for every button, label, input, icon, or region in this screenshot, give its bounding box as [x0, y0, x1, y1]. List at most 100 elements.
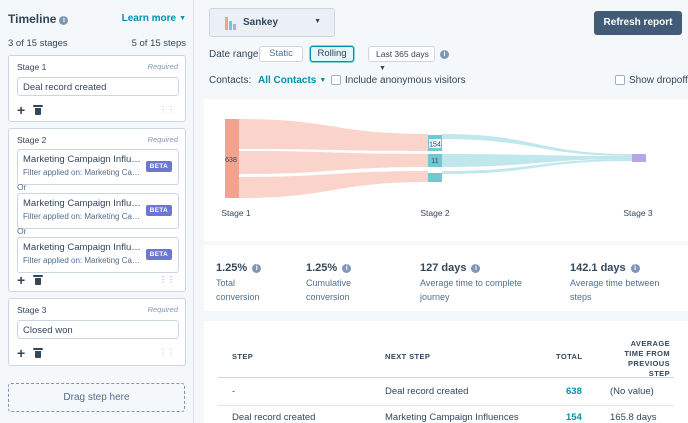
metric-description: Cumulative conversion	[306, 278, 352, 302]
stage-3-card: Stage 3 Required Closed won + ⋮⋮	[8, 298, 186, 366]
sankey-chart-panel: 638 154 11 Stage 1 Stage 2 Stage 3	[204, 99, 688, 241]
sankey-flow	[239, 171, 428, 198]
trash-icon[interactable]	[33, 348, 43, 358]
stage-count: 3 of 15 stages	[8, 38, 68, 49]
stage-1-step-field[interactable]: Deal record created	[17, 77, 179, 96]
stage-1-card: Stage 1 Required Deal record created + ⋮…	[8, 55, 186, 122]
sankey-node-stage-3	[632, 154, 646, 162]
contacts-label: Contacts:	[209, 75, 252, 86]
info-icon[interactable]: i	[471, 264, 481, 273]
required-label: Required	[147, 305, 178, 314]
header-divider	[218, 377, 674, 378]
anonymous-visitors-checkbox[interactable]	[331, 75, 341, 85]
stage-2-filter-3[interactable]: Marketing Campaign Influen... Filter app…	[17, 237, 179, 273]
column-header-next-step[interactable]: NEXT STEP	[385, 352, 431, 361]
filter-subtitle: Filter applied on: Marketing Camp...	[23, 256, 141, 265]
stage-2-filter-2[interactable]: Marketing Campaign Influen... Filter app…	[17, 193, 179, 229]
chevron-down-icon: ▼	[179, 15, 186, 22]
stage-actions: + ⋮⋮	[17, 345, 179, 361]
sankey-chart: 638 154 11 Stage 1 Stage 2 Stage 3	[221, 119, 653, 218]
static-toggle[interactable]: Static	[259, 46, 303, 62]
timeline-sidebar: Timeline i Learn more ▼ 3 of 15 stages 5 o…	[0, 0, 194, 423]
sankey-flow	[239, 151, 428, 174]
info-icon[interactable]: i	[630, 264, 640, 273]
info-icon[interactable]: i	[59, 16, 69, 25]
column-header-total[interactable]: TOTAL	[556, 352, 583, 361]
filter-title: Marketing Campaign Influen...	[23, 154, 141, 165]
sankey-flow	[442, 159, 632, 174]
drag-handle-icon[interactable]: ⋮⋮	[159, 105, 175, 114]
cell-avg-time: 165.8 days	[610, 412, 657, 423]
date-range-label: Date range:	[209, 49, 262, 60]
metric-description: Total conversion	[216, 278, 260, 302]
filter-subtitle: Filter applied on: Marketing Camp...	[23, 168, 141, 177]
add-step-icon[interactable]: +	[17, 345, 26, 361]
chevron-down-icon: ▼	[379, 65, 386, 72]
required-label: Required	[147, 62, 178, 71]
info-icon[interactable]: i	[252, 264, 262, 273]
drag-handle-icon[interactable]: ⋮⋮	[159, 348, 175, 357]
cell-avg-time: (No value)	[610, 386, 654, 397]
filter-title: Marketing Campaign Influen...	[23, 242, 141, 253]
add-step-icon[interactable]: +	[17, 272, 26, 288]
cell-step: -	[232, 386, 236, 397]
or-label: Or	[17, 182, 27, 192]
sankey-value-label: 638	[225, 157, 237, 164]
sankey-flow	[442, 134, 632, 156]
column-header-step[interactable]: STEP	[232, 352, 254, 361]
sankey-stage-label: Stage 1	[221, 208, 251, 218]
step-count: 5 of 15 steps	[131, 38, 186, 49]
bar-chart-icon	[225, 17, 237, 30]
stage-3-step-field[interactable]: Closed won	[17, 320, 179, 339]
trash-icon[interactable]	[33, 275, 43, 285]
sankey-value-label: 11	[431, 158, 438, 165]
chevron-down-icon: ▼	[319, 77, 327, 84]
anonymous-visitors-label: Include anonymous visitors	[345, 75, 466, 86]
timeline-title: Timeline i	[8, 12, 69, 26]
sankey-value-label: 154	[429, 142, 441, 149]
step-counts: 3 of 15 stages 5 of 15 steps	[8, 38, 186, 49]
sankey-stage-label: Stage 2	[420, 208, 450, 218]
sankey-flow	[239, 119, 428, 151]
column-header-avg-time[interactable]: AVERAGE TIME FROM PREVIOUS STEP	[624, 339, 670, 378]
sankey-node-stage-1	[225, 119, 239, 198]
info-icon[interactable]: i	[440, 50, 449, 59]
value-label-bg	[429, 139, 441, 148]
drag-step-dropzone[interactable]: Drag step here	[8, 383, 185, 412]
info-icon[interactable]: i	[342, 264, 352, 273]
timeline-header: Timeline i Learn more ▼	[8, 12, 186, 28]
show-dropoff-checkbox[interactable]	[615, 75, 625, 85]
cell-total-link[interactable]: 638	[566, 386, 582, 397]
filter-subtitle: Filter applied on: Marketing Camp...	[23, 212, 141, 221]
row-divider	[218, 405, 674, 406]
refresh-report-button[interactable]: Refresh report	[594, 11, 682, 35]
cell-step: Deal record created	[232, 412, 316, 423]
stage-label: Stage 1	[17, 62, 47, 72]
stage-label: Stage 2	[17, 135, 47, 145]
learn-more-link[interactable]: Learn more ▼	[121, 13, 186, 24]
sankey-node-stage-2	[428, 173, 442, 182]
beta-badge: BETA	[145, 205, 172, 216]
rolling-toggle[interactable]: Rolling	[310, 46, 354, 62]
chart-type-select[interactable]: Sankey ▼	[209, 8, 335, 37]
stage-2-filter-1[interactable]: Marketing Campaign Influen... Filter app…	[17, 149, 179, 185]
stage-actions: + ⋮⋮	[17, 102, 179, 118]
stage-2-card: Stage 2 Required Marketing Campaign Infl…	[8, 128, 186, 292]
sankey-node-stage-2	[428, 154, 442, 167]
required-label: Required	[147, 135, 178, 144]
sankey-stage-label: Stage 3	[623, 208, 653, 218]
trash-icon[interactable]	[33, 105, 43, 115]
add-step-icon[interactable]: +	[17, 102, 26, 118]
filter-title: Marketing Campaign Influen...	[23, 198, 141, 209]
metric-description: Average time between steps	[570, 278, 660, 302]
stage-actions: + ⋮⋮	[17, 272, 179, 288]
stage-label: Stage 3	[17, 305, 47, 315]
date-range-select[interactable]: Last 365 days▼	[368, 46, 435, 72]
metric-description: Average time to complete journey	[420, 278, 522, 302]
metric-value: 1.25% i	[306, 262, 352, 274]
cell-next-step: Deal record created	[385, 386, 469, 397]
drag-handle-icon[interactable]: ⋮⋮	[159, 275, 175, 284]
contacts-select[interactable]: All Contacts ▼	[258, 75, 327, 86]
cell-total-link[interactable]: 154	[566, 412, 582, 423]
metric-value: 142.1 days i	[570, 262, 640, 274]
